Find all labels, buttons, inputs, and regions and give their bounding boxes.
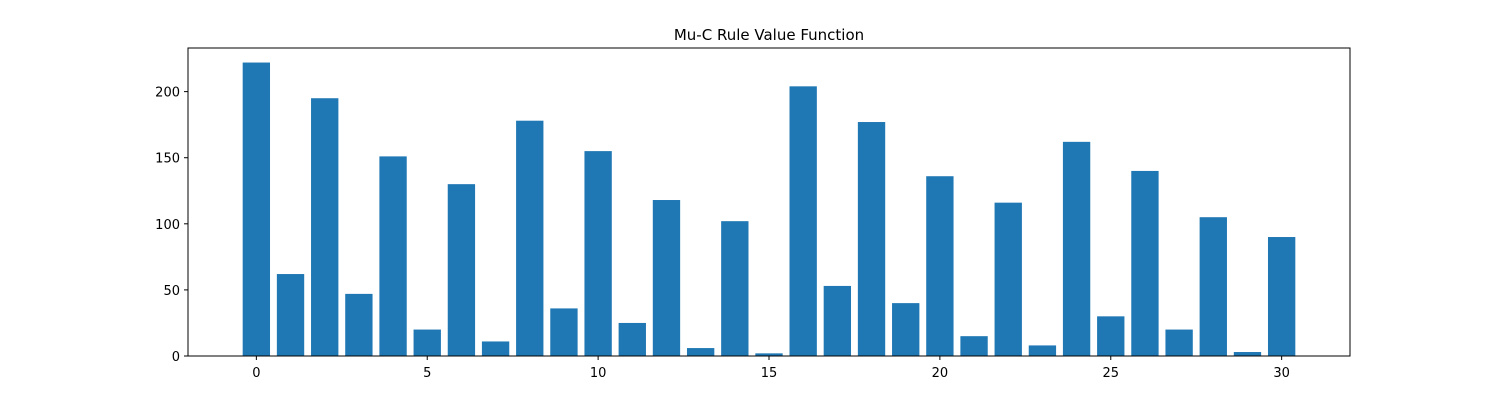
x-tick-label: 20 (932, 366, 949, 381)
x-tick-label: 0 (252, 366, 260, 381)
y-axis: 0 50 100 150 200 (155, 86, 188, 365)
y-tick-label: 50 (163, 284, 180, 299)
bar-15 (755, 353, 783, 356)
bar-18 (857, 122, 886, 356)
bar-30 (1267, 237, 1296, 356)
bar-5 (413, 329, 441, 356)
bar-20 (926, 176, 954, 356)
chart-title: Mu-C Rule Value Function (674, 26, 864, 44)
bar-12 (652, 200, 681, 356)
y-tick-label: 150 (155, 152, 180, 167)
bar-25 (1097, 316, 1125, 356)
x-tick-label: 30 (1273, 366, 1290, 381)
y-tick-label: 100 (155, 218, 180, 233)
bar-8 (516, 120, 544, 356)
x-tick-label: 10 (590, 366, 607, 381)
bar-0 (242, 62, 271, 356)
bar-23 (1028, 345, 1057, 356)
x-tick-label: 25 (1102, 366, 1119, 381)
bar-22 (994, 202, 1022, 356)
bar-28 (1199, 217, 1227, 356)
x-axis: 0 5 10 15 20 25 30 (252, 356, 1290, 381)
x-tick-label: 15 (761, 366, 778, 381)
y-tick-label: 200 (155, 86, 180, 101)
bar-9 (550, 308, 578, 356)
bar-7 (481, 341, 510, 356)
bar-10 (584, 151, 612, 356)
bars-group (242, 62, 1296, 356)
bar-2 (311, 98, 339, 356)
bar-11 (618, 322, 646, 356)
bar-16 (789, 86, 817, 356)
bar-14 (721, 221, 749, 356)
bar-27 (1165, 329, 1193, 356)
bar-4 (379, 156, 407, 356)
bar-21 (960, 336, 988, 356)
bar-19 (892, 303, 920, 356)
bar-24 (1062, 141, 1091, 356)
bar-1 (276, 274, 305, 356)
plot-frame (187, 47, 1351, 357)
x-tick-label: 5 (423, 366, 431, 381)
bar-17 (823, 285, 852, 356)
bar-6 (447, 184, 476, 356)
bar-29 (1233, 352, 1262, 356)
bar-26 (1131, 170, 1159, 356)
y-tick-label: 0 (172, 350, 180, 365)
bar-13 (686, 348, 715, 356)
bar-3 (345, 293, 373, 356)
